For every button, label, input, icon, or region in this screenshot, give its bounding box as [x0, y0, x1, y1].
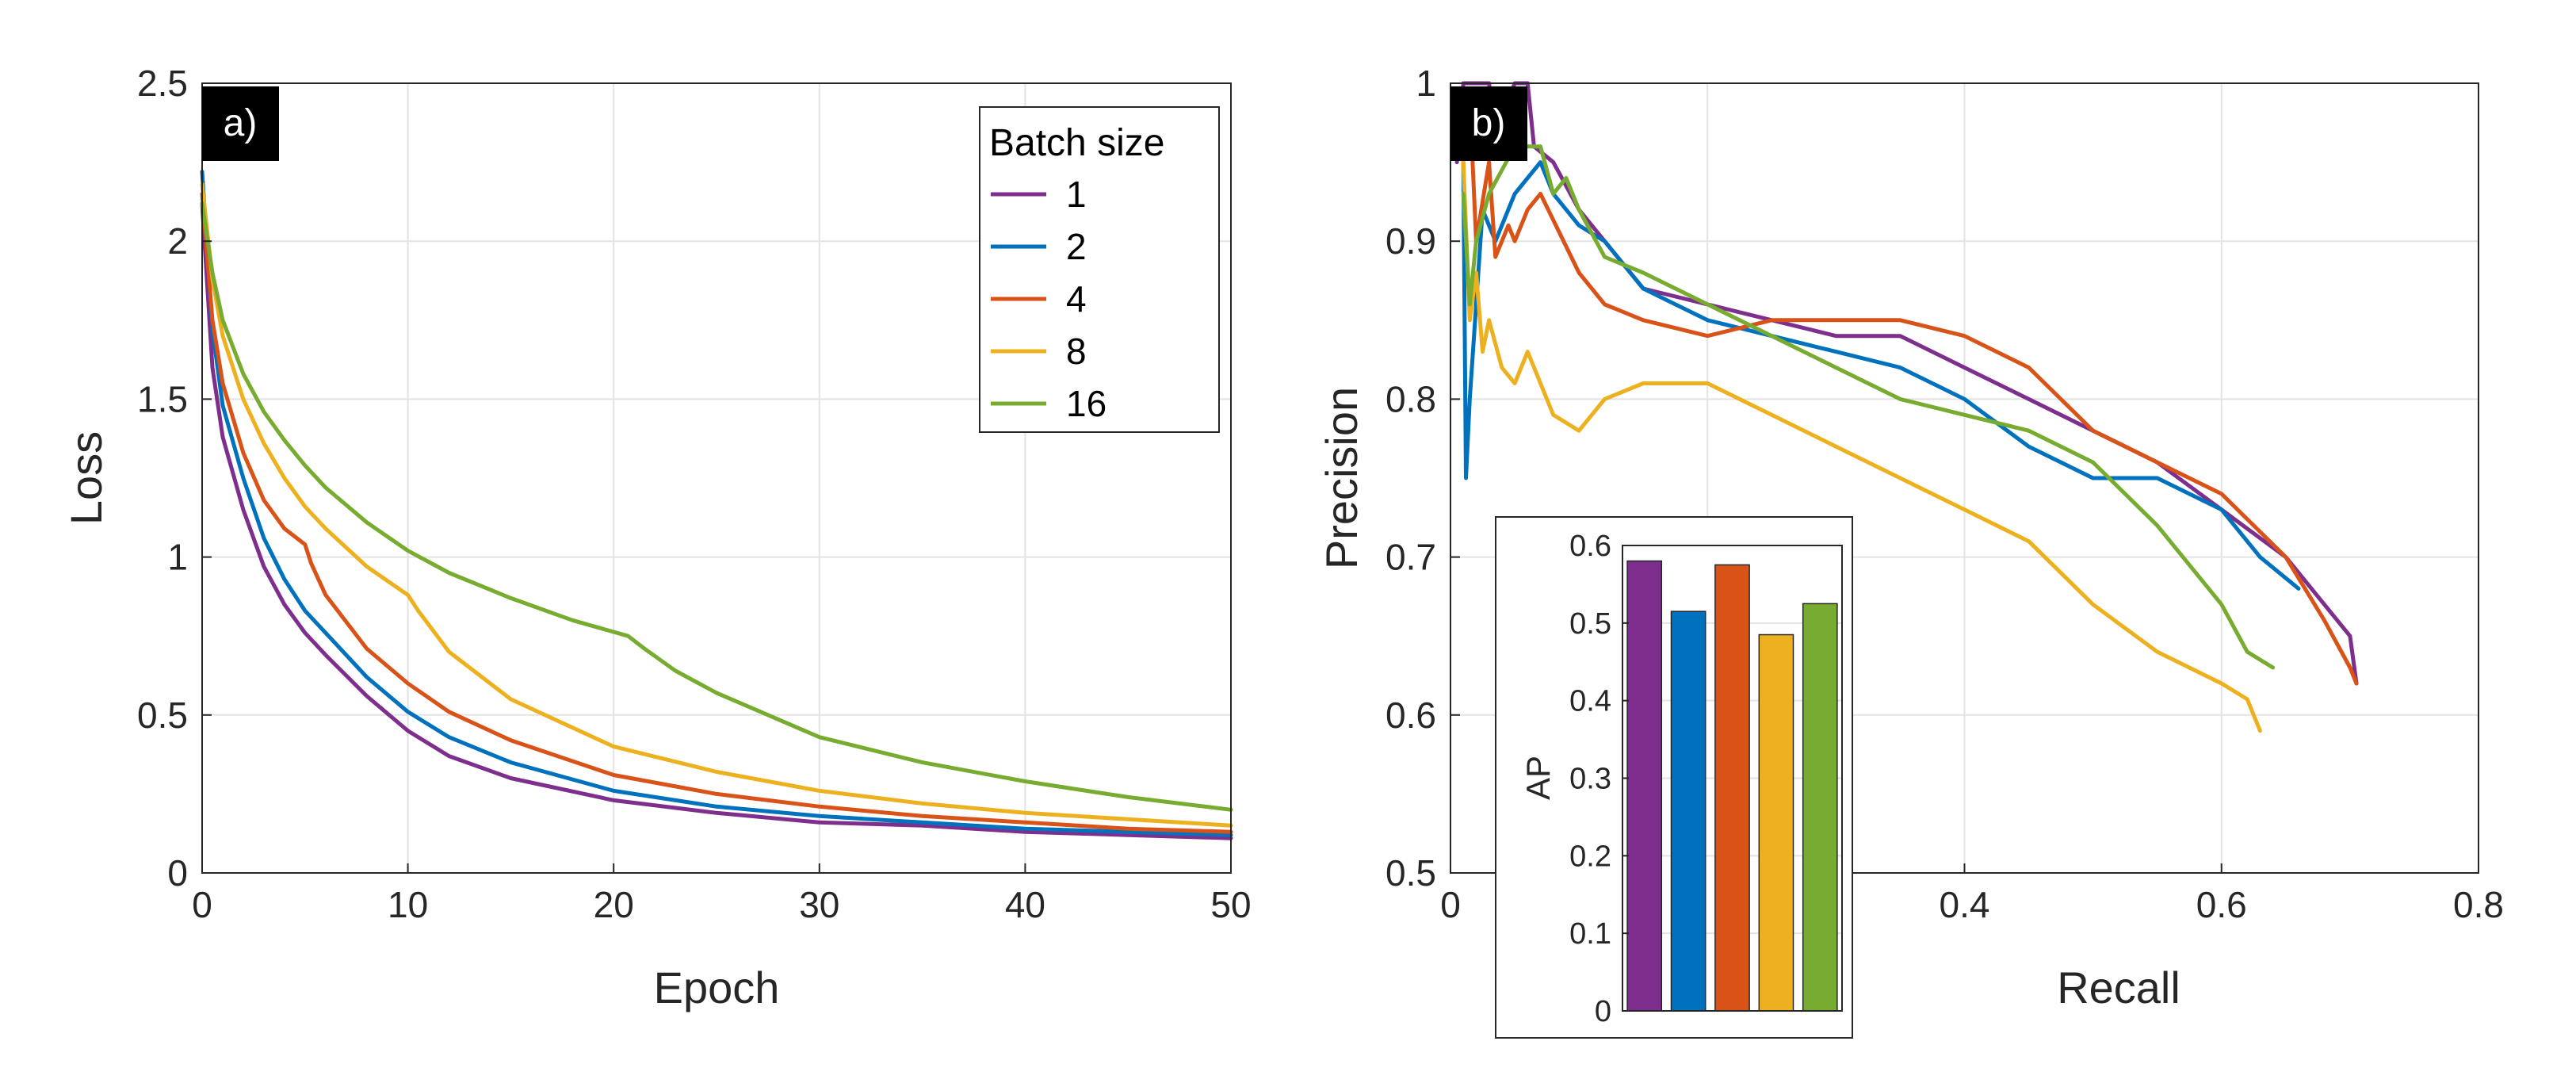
inset-y-tick-label: 0.3: [1569, 763, 1611, 796]
panel-a-loss-chart: 0 10 20 30 40 50 0 0.5 1 1.5 2 2.5 Epoch Loss a) B…: [61, 63, 1252, 1012]
inset-y-tick-label: 0.5: [1569, 607, 1611, 641]
inset-bar-1: [1626, 560, 1663, 1012]
inset-bars: [1626, 560, 1838, 1012]
panel-a-y-ticks: 0 0.5 1 1.5 2 2.5: [137, 63, 212, 894]
panel-a-axes-box: [201, 82, 1232, 874]
x-tick-label: 40: [1005, 884, 1045, 925]
y-tick-label: 2: [167, 220, 188, 262]
series-line-16: [1461, 144, 2276, 670]
legend: Batch size 1 2 4 8 16: [979, 106, 1220, 433]
inset-bar-2: [1670, 610, 1707, 1012]
panel-a-tag: a): [224, 102, 258, 144]
panel-b-y-label: Precision: [1317, 387, 1366, 569]
y-tick-label: 0.5: [137, 695, 188, 736]
series-line-4: [200, 191, 1233, 834]
panel-a-x-label: Epoch: [654, 963, 780, 1012]
y-tick-label: 0: [167, 852, 188, 894]
panel-a-series: [200, 170, 1233, 840]
x-tick-label: 20: [594, 884, 634, 925]
y-tick-label: 0.5: [1385, 852, 1436, 894]
y-tick-label: 1: [1416, 63, 1436, 104]
x-tick-label: 50: [1210, 884, 1251, 925]
x-tick-label: 0: [192, 884, 212, 925]
inset-y-tick-label: 0.6: [1569, 530, 1611, 563]
panel-b-x-label: Recall: [2057, 963, 2180, 1012]
legend-title: Batch size: [989, 122, 1164, 164]
inset-y-tick-label: 0.1: [1569, 917, 1611, 951]
y-tick-label: 0.7: [1385, 537, 1436, 578]
inset-bar-4: [1714, 564, 1750, 1012]
legend-label-4: 4: [1066, 278, 1087, 320]
series-line-4: [1467, 97, 2359, 686]
inset-y-tick-label: 0.2: [1569, 840, 1611, 873]
panel-b-precision-recall-chart: 0 0.2 0.4 0.6 0.8 0.5 0.6 0.7 0.8 0.9 1 Recall Pr…: [1317, 63, 2504, 1039]
legend-label-2: 2: [1066, 226, 1087, 267]
series-line-1: [200, 201, 1233, 840]
legend-items: 1 2 4 8 16: [991, 174, 1106, 424]
x-tick-label: 0.6: [2196, 884, 2247, 925]
legend-label-8: 8: [1066, 331, 1087, 372]
y-tick-label: 1.5: [137, 378, 188, 419]
series-line-2: [200, 170, 1233, 837]
series-line-8: [1461, 160, 2262, 733]
inset-y-tick-label: 0: [1595, 995, 1611, 1028]
panel-b-y-ticks: 0.5 0.6 0.7 0.8 0.9 1: [1385, 63, 1460, 894]
y-tick-label: 0.8: [1385, 378, 1436, 419]
x-tick-label: 30: [799, 884, 839, 925]
x-tick-label: 0.8: [2453, 884, 2504, 925]
panel-b-tag: b): [1472, 102, 1506, 144]
legend-label-16: 16: [1066, 383, 1106, 424]
x-tick-label: 10: [388, 884, 428, 925]
series-line-16: [200, 201, 1233, 812]
ap-inset-chart: 0 0.1 0.2 0.3 0.4 0.5 0.6 AP: [1495, 516, 1853, 1039]
x-tick-label: 0.4: [1940, 884, 1990, 925]
legend-box: [979, 106, 1220, 433]
panel-a-tag-box: [202, 86, 279, 161]
y-tick-label: 1: [167, 537, 188, 578]
series-line-8: [200, 182, 1233, 828]
panel-b-tag-box: [1450, 86, 1527, 161]
inset-y-label: AP: [1519, 756, 1557, 800]
panel-a-y-label: Loss: [61, 431, 111, 525]
y-tick-label: 0.6: [1385, 695, 1436, 736]
panel-a-x-ticks: 0 10 20 30 40 50: [192, 863, 1252, 925]
inset-bar-8: [1758, 633, 1794, 1012]
x-tick-label: 0: [1440, 884, 1461, 925]
inset-y-tick-label: 0.4: [1569, 685, 1611, 718]
inset-bar-16: [1802, 603, 1838, 1012]
inset-y-ticks: 0 0.1 0.2 0.3 0.4 0.5 0.6: [1569, 530, 1629, 1028]
y-tick-label: 2.5: [137, 63, 188, 104]
y-tick-label: 0.9: [1385, 220, 1436, 262]
legend-label-1: 1: [1066, 174, 1087, 215]
